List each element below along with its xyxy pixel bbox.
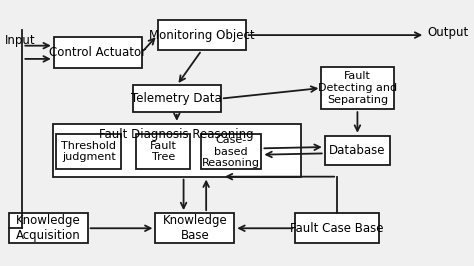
Text: Fault
Tree: Fault Tree bbox=[150, 141, 177, 162]
Text: Fault Diagnosis Reasoning: Fault Diagnosis Reasoning bbox=[100, 128, 254, 141]
Bar bbox=[295, 213, 379, 243]
Text: Case-
based
Reasoning: Case- based Reasoning bbox=[202, 135, 260, 168]
Text: Threshold
judgment: Threshold judgment bbox=[61, 141, 116, 162]
Bar bbox=[56, 134, 121, 169]
Bar bbox=[201, 134, 262, 169]
Text: Knowledge
Base: Knowledge Base bbox=[163, 214, 227, 242]
Text: Output: Output bbox=[428, 26, 469, 39]
Text: Control Actuator: Control Actuator bbox=[49, 46, 146, 59]
Text: Fault
Detecting and
Separating: Fault Detecting and Separating bbox=[318, 71, 397, 105]
Bar bbox=[136, 134, 191, 169]
Bar bbox=[133, 85, 221, 112]
Bar bbox=[321, 67, 393, 109]
Text: Telemetry Data: Telemetry Data bbox=[131, 92, 222, 105]
Text: Database: Database bbox=[329, 144, 386, 157]
Text: Knowledge
Acquisition: Knowledge Acquisition bbox=[16, 214, 81, 242]
Bar bbox=[54, 37, 142, 68]
Text: Monitoring Object: Monitoring Object bbox=[149, 28, 255, 41]
Bar bbox=[325, 136, 390, 165]
Bar bbox=[158, 20, 246, 50]
Bar bbox=[155, 213, 234, 243]
Bar bbox=[9, 213, 88, 243]
Text: Fault Case Base: Fault Case Base bbox=[291, 222, 384, 235]
Bar bbox=[53, 124, 301, 177]
Text: Input: Input bbox=[5, 34, 36, 47]
